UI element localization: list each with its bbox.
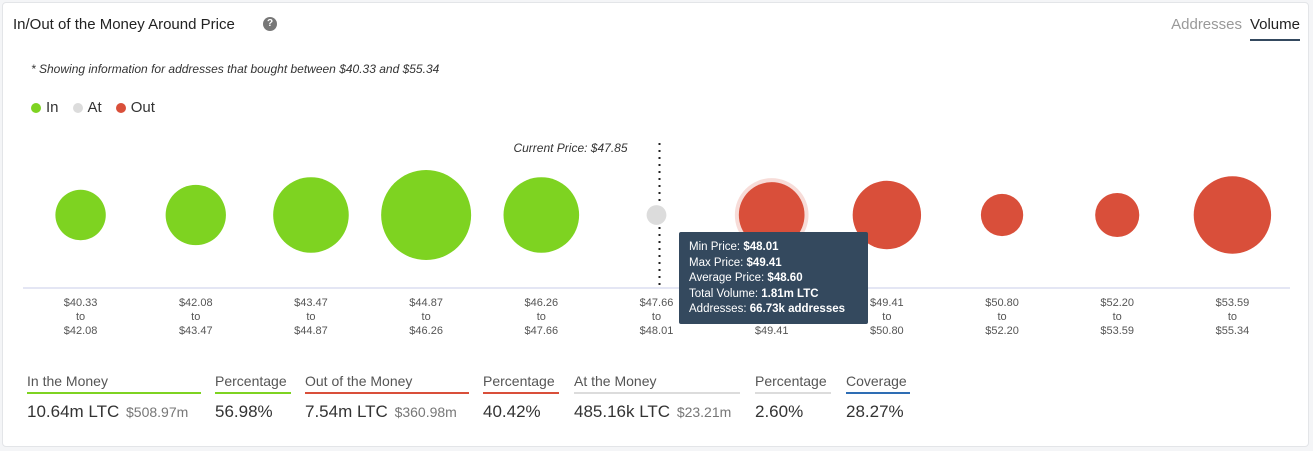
x-tick-label: to	[1228, 311, 1237, 323]
x-tick-label: to	[191, 311, 200, 323]
tooltip-line-volume: Total Volume: 1.81m LTC	[689, 287, 819, 300]
x-tick-label: $40.33	[64, 297, 98, 309]
x-tick-label: $43.47	[179, 325, 213, 337]
range-note: * Showing information for addresses that…	[31, 62, 440, 76]
stat-value: 56.98%	[215, 402, 273, 421]
x-tick-label: to	[76, 311, 85, 323]
tab-volume[interactable]: Volume	[1249, 16, 1300, 41]
x-tick-label: $52.20	[985, 325, 1019, 337]
stat-out-percentage: Percentage 40.42%	[483, 373, 559, 422]
bubble-out	[1095, 192, 1140, 238]
x-tick-label: to	[306, 311, 315, 323]
x-tick-label: $55.34	[1216, 325, 1250, 337]
x-tick-label: $47.66	[524, 325, 558, 337]
x-tick-label: $53.59	[1100, 325, 1134, 337]
tooltip-line-avg: Average Price: $48.60	[689, 272, 803, 284]
chart-title: In/Out of the Money Around Price	[13, 16, 235, 33]
stat-in-percentage: Percentage 56.98%	[215, 373, 291, 422]
legend-in-label: In	[46, 99, 59, 116]
x-tick-label: $42.08	[179, 297, 213, 309]
legend-out-label: Out	[130, 99, 155, 116]
bubble-in	[165, 184, 226, 246]
tooltip-line-min: Min Price: $48.01	[689, 241, 779, 253]
x-tick-label: $44.87	[294, 325, 328, 337]
stat-label: Coverage	[846, 373, 910, 394]
stat-value: 28.27%	[846, 402, 904, 421]
stat-at-percentage: Percentage 2.60%	[755, 373, 831, 422]
stat-value: 485.16k LTC $23.21m	[574, 402, 732, 421]
x-tick-label: $53.59	[1216, 297, 1250, 309]
x-tick-label: to	[652, 311, 661, 323]
current-price-label: Current Price: $47.85	[513, 141, 627, 155]
stat-label: In the Money	[27, 373, 201, 394]
legend: In At Out	[31, 99, 155, 116]
bubble-chart: Current Price: $47.85 $40.33 to $42.08 $42.0…	[23, 141, 1290, 337]
x-tick-label: $46.26	[524, 297, 558, 309]
bubble-in	[273, 177, 349, 253]
bubble-out	[852, 180, 922, 250]
bubble-tooltip: Min Price: $48.01 Max Price: $49.41 Aver…	[679, 232, 868, 324]
stat-label: At the Money	[574, 373, 740, 394]
x-tick-label: to	[997, 311, 1006, 323]
x-tick-label: to	[1113, 311, 1122, 323]
bubble-at	[646, 205, 667, 225]
bubble-in	[55, 189, 106, 241]
question-circle-icon[interactable]: ?	[263, 17, 277, 31]
stat-in-the-money: In the Money 10.64m LTC $508.97m	[27, 373, 201, 422]
bubble-in	[381, 170, 472, 260]
stat-value: 2.60%	[755, 402, 804, 421]
x-tick-label: $48.01	[640, 325, 674, 337]
legend-item-at[interactable]: At	[72, 99, 102, 116]
stat-label: Percentage	[215, 373, 291, 394]
x-tick-label: $42.08	[64, 325, 98, 337]
stat-label: Out of the Money	[305, 373, 469, 394]
stat-label: Percentage	[483, 373, 559, 394]
legend-at-label: At	[87, 99, 102, 116]
stat-at-the-money: At the Money 485.16k LTC $23.21m	[574, 373, 740, 422]
bubble-in	[503, 177, 580, 253]
bubble-out	[738, 182, 805, 248]
x-tick-label: $50.80	[985, 297, 1019, 309]
stat-label: Percentage	[755, 373, 831, 394]
x-tick-label: $50.80	[870, 325, 904, 337]
stat-out-of-the-money: Out of the Money 7.54m LTC $360.98m	[305, 373, 469, 422]
tab-addresses[interactable]: Addresses	[1171, 16, 1242, 33]
x-tick-label: $47.66	[640, 297, 674, 309]
tooltip-line-max: Max Price: $49.41	[689, 256, 782, 269]
x-tick-label: $49.41	[755, 325, 789, 337]
x-tick-label: $49.41	[870, 297, 904, 309]
x-tick-label: $52.20	[1100, 297, 1134, 309]
x-tick-label: $43.47	[294, 297, 328, 309]
x-tick-label: $46.26	[409, 325, 443, 337]
legend-in-dot	[31, 102, 41, 113]
x-tick-label: to	[537, 311, 546, 323]
legend-out-dot	[115, 102, 126, 113]
legend-item-out[interactable]: Out	[115, 99, 155, 116]
legend-at-dot	[72, 102, 83, 113]
stat-value: 10.64m LTC $508.97m	[27, 402, 189, 421]
x-tick-label: to	[422, 311, 431, 323]
stat-value: 40.42%	[483, 402, 541, 421]
x-tick-label: $44.87	[409, 297, 443, 309]
x-tick-label: to	[882, 311, 891, 323]
legend-item-in[interactable]: In	[31, 99, 59, 116]
bubble-out	[1193, 176, 1272, 254]
stat-coverage: Coverage 28.27%	[846, 373, 910, 422]
stat-value: 7.54m LTC $360.98m	[305, 402, 457, 421]
tooltip-line-addresses: Addresses: 66.73k addresses	[689, 303, 846, 315]
bubble-out	[980, 193, 1024, 237]
